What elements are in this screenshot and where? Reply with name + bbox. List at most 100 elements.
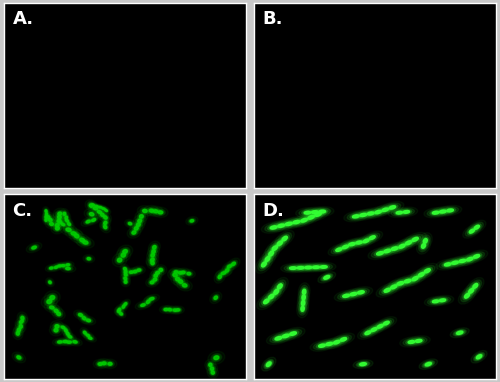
Text: C.: C.: [12, 202, 32, 220]
Ellipse shape: [226, 269, 229, 272]
Ellipse shape: [50, 324, 62, 336]
Ellipse shape: [297, 267, 304, 269]
Ellipse shape: [64, 332, 76, 341]
Ellipse shape: [152, 207, 168, 218]
Ellipse shape: [358, 326, 378, 339]
Ellipse shape: [170, 273, 184, 285]
Ellipse shape: [414, 269, 429, 280]
Ellipse shape: [93, 359, 107, 369]
Ellipse shape: [420, 265, 435, 276]
Ellipse shape: [319, 210, 326, 213]
Ellipse shape: [210, 292, 222, 304]
Ellipse shape: [72, 340, 78, 344]
Ellipse shape: [258, 258, 270, 271]
Ellipse shape: [401, 209, 412, 214]
Ellipse shape: [362, 210, 380, 217]
Ellipse shape: [305, 266, 312, 269]
Ellipse shape: [84, 331, 86, 334]
Ellipse shape: [70, 231, 78, 236]
Ellipse shape: [391, 247, 398, 250]
Ellipse shape: [84, 333, 92, 338]
Ellipse shape: [410, 337, 427, 345]
Ellipse shape: [338, 336, 349, 343]
Ellipse shape: [268, 242, 281, 254]
Ellipse shape: [399, 244, 405, 248]
Ellipse shape: [272, 222, 290, 230]
Ellipse shape: [54, 266, 58, 269]
Ellipse shape: [46, 216, 50, 219]
Ellipse shape: [304, 262, 328, 272]
Ellipse shape: [57, 312, 60, 316]
Ellipse shape: [406, 340, 417, 345]
Ellipse shape: [256, 256, 272, 274]
Ellipse shape: [90, 213, 94, 216]
Ellipse shape: [322, 275, 331, 280]
Ellipse shape: [277, 332, 294, 340]
Ellipse shape: [173, 275, 182, 283]
Ellipse shape: [336, 248, 342, 251]
Ellipse shape: [129, 267, 141, 276]
Ellipse shape: [104, 225, 107, 229]
Ellipse shape: [416, 339, 422, 342]
Ellipse shape: [347, 212, 364, 220]
Ellipse shape: [176, 278, 185, 285]
Ellipse shape: [122, 266, 128, 272]
Ellipse shape: [134, 221, 142, 228]
Ellipse shape: [177, 280, 192, 291]
Ellipse shape: [56, 220, 64, 225]
Ellipse shape: [413, 338, 424, 343]
Ellipse shape: [397, 282, 404, 285]
Ellipse shape: [53, 208, 66, 219]
Ellipse shape: [391, 239, 413, 253]
Ellipse shape: [98, 211, 106, 219]
Ellipse shape: [66, 221, 72, 227]
Ellipse shape: [282, 236, 288, 241]
Ellipse shape: [103, 220, 108, 225]
Ellipse shape: [120, 248, 130, 256]
Ellipse shape: [140, 207, 149, 214]
Ellipse shape: [188, 218, 196, 223]
Ellipse shape: [358, 212, 369, 218]
Ellipse shape: [465, 285, 477, 297]
Ellipse shape: [144, 206, 159, 216]
Ellipse shape: [95, 206, 98, 207]
Ellipse shape: [120, 303, 126, 310]
Ellipse shape: [44, 214, 52, 220]
Ellipse shape: [284, 216, 308, 228]
Ellipse shape: [358, 362, 368, 366]
Ellipse shape: [396, 211, 402, 214]
Ellipse shape: [340, 293, 352, 299]
Ellipse shape: [160, 306, 172, 314]
Ellipse shape: [64, 340, 74, 345]
Ellipse shape: [84, 219, 92, 225]
Ellipse shape: [88, 202, 95, 209]
Ellipse shape: [18, 318, 25, 325]
Ellipse shape: [175, 308, 180, 312]
Ellipse shape: [186, 217, 198, 225]
Ellipse shape: [44, 217, 48, 223]
Ellipse shape: [224, 268, 230, 273]
Ellipse shape: [368, 212, 374, 215]
Ellipse shape: [134, 270, 137, 273]
Ellipse shape: [418, 240, 428, 252]
Ellipse shape: [54, 309, 58, 312]
Ellipse shape: [146, 299, 150, 304]
Ellipse shape: [121, 277, 130, 287]
Ellipse shape: [48, 280, 52, 284]
Ellipse shape: [120, 299, 130, 309]
Ellipse shape: [153, 274, 158, 278]
Ellipse shape: [434, 208, 451, 215]
Ellipse shape: [264, 255, 272, 263]
Ellipse shape: [117, 309, 120, 313]
Ellipse shape: [432, 300, 439, 303]
Ellipse shape: [124, 280, 127, 283]
Ellipse shape: [232, 262, 235, 265]
Ellipse shape: [275, 223, 287, 228]
Ellipse shape: [318, 338, 341, 350]
Ellipse shape: [334, 241, 356, 253]
Ellipse shape: [163, 308, 168, 311]
Ellipse shape: [120, 274, 130, 283]
Ellipse shape: [114, 307, 124, 316]
Ellipse shape: [96, 209, 108, 220]
Ellipse shape: [350, 214, 362, 219]
